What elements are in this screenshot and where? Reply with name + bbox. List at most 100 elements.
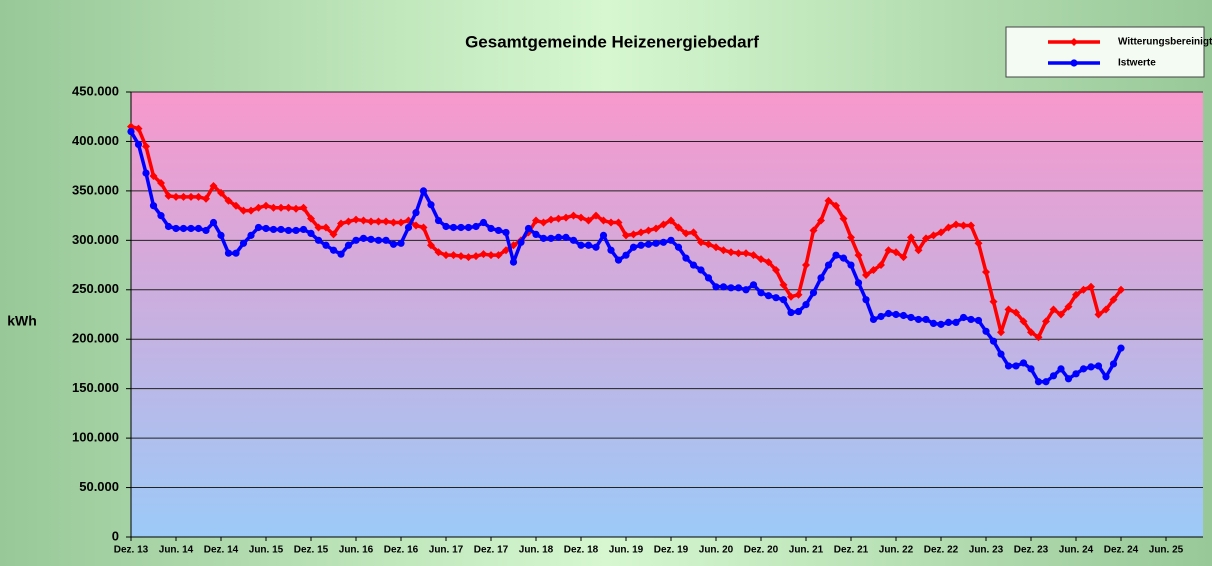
data-point — [479, 218, 488, 227]
data-point — [179, 224, 188, 233]
data-point — [622, 251, 630, 259]
data-point — [727, 284, 735, 292]
data-point — [802, 301, 810, 309]
data-point — [464, 223, 473, 232]
data-point — [217, 231, 225, 239]
data-point — [584, 216, 593, 225]
data-point — [1109, 295, 1118, 304]
data-point — [344, 217, 353, 226]
data-point — [382, 236, 390, 244]
data-point — [262, 201, 270, 210]
data-point — [937, 320, 945, 328]
data-point — [809, 226, 818, 235]
data-point — [164, 222, 173, 231]
x-tick-label: Dez. 24 — [1104, 545, 1139, 556]
data-point — [1117, 344, 1125, 352]
data-point — [224, 196, 233, 205]
x-tick-label: Dez. 15 — [294, 545, 329, 556]
data-point — [1102, 305, 1110, 314]
x-tick-label: Jun. 18 — [519, 545, 554, 556]
data-point — [209, 181, 218, 190]
data-point — [472, 222, 480, 231]
x-tick-label: Dez. 20 — [744, 545, 779, 556]
data-point — [262, 224, 270, 233]
data-point — [1019, 317, 1028, 326]
x-tick-label: Jun. 15 — [249, 545, 284, 556]
x-tick-label: Dez. 21 — [834, 545, 869, 556]
data-point — [1049, 305, 1058, 314]
data-point — [667, 216, 675, 225]
data-point — [194, 192, 203, 201]
data-point — [899, 311, 908, 320]
x-tick-label: Dez. 23 — [1014, 545, 1049, 556]
data-point — [794, 290, 803, 299]
data-point — [247, 206, 255, 215]
data-point — [1057, 310, 1065, 319]
data-point — [457, 252, 465, 261]
data-point — [599, 216, 608, 225]
data-point — [434, 216, 443, 225]
data-point — [389, 218, 398, 227]
data-point — [794, 307, 803, 316]
data-point — [884, 309, 893, 318]
data-point — [787, 292, 795, 301]
data-point — [1057, 365, 1065, 373]
data-point — [419, 223, 428, 232]
data-point — [877, 261, 885, 270]
data-point — [472, 252, 480, 261]
data-point — [217, 188, 225, 197]
x-tick-label: Jun. 16 — [339, 545, 374, 556]
data-point — [599, 231, 608, 239]
data-point — [254, 203, 263, 212]
data-point — [869, 315, 878, 324]
data-point — [532, 216, 540, 225]
data-point — [187, 224, 195, 233]
data-point — [1034, 378, 1043, 386]
data-point — [269, 225, 278, 234]
y-tick-label: 0 — [112, 528, 119, 543]
data-point — [269, 203, 278, 212]
data-point — [607, 246, 615, 254]
data-point — [667, 236, 675, 244]
data-point — [1079, 285, 1088, 294]
data-point — [449, 251, 458, 260]
data-point — [937, 228, 945, 237]
data-point — [607, 218, 615, 227]
data-point — [532, 230, 540, 238]
data-point — [562, 233, 570, 241]
data-point — [929, 231, 938, 240]
data-point — [569, 236, 578, 244]
data-point — [494, 226, 503, 235]
data-point — [457, 223, 465, 232]
data-point — [292, 204, 300, 213]
data-point — [434, 248, 443, 257]
data-point — [719, 246, 728, 255]
data-point — [329, 246, 338, 254]
data-point — [764, 292, 773, 300]
data-point — [952, 318, 960, 327]
data-point — [907, 233, 915, 242]
data-point — [187, 192, 195, 201]
data-point — [637, 241, 645, 249]
data-point — [704, 240, 713, 249]
data-point — [764, 258, 773, 267]
data-point — [322, 241, 330, 249]
data-point — [172, 224, 180, 233]
data-point — [899, 253, 908, 262]
data-point — [742, 249, 750, 258]
data-point — [659, 238, 668, 246]
data-point — [502, 246, 510, 255]
data-point — [779, 296, 788, 304]
data-point — [727, 248, 735, 257]
data-point — [284, 203, 293, 212]
y-tick-label: 150.000 — [72, 380, 119, 395]
data-point — [659, 220, 668, 229]
data-point — [712, 243, 720, 252]
data-point — [427, 241, 435, 250]
data-point — [1072, 290, 1080, 299]
y-axis-label: kWh — [7, 313, 37, 329]
data-point — [839, 254, 848, 262]
x-tick-label: Dez. 19 — [654, 545, 689, 556]
legend-marker — [1070, 38, 1078, 46]
data-point — [689, 261, 698, 269]
